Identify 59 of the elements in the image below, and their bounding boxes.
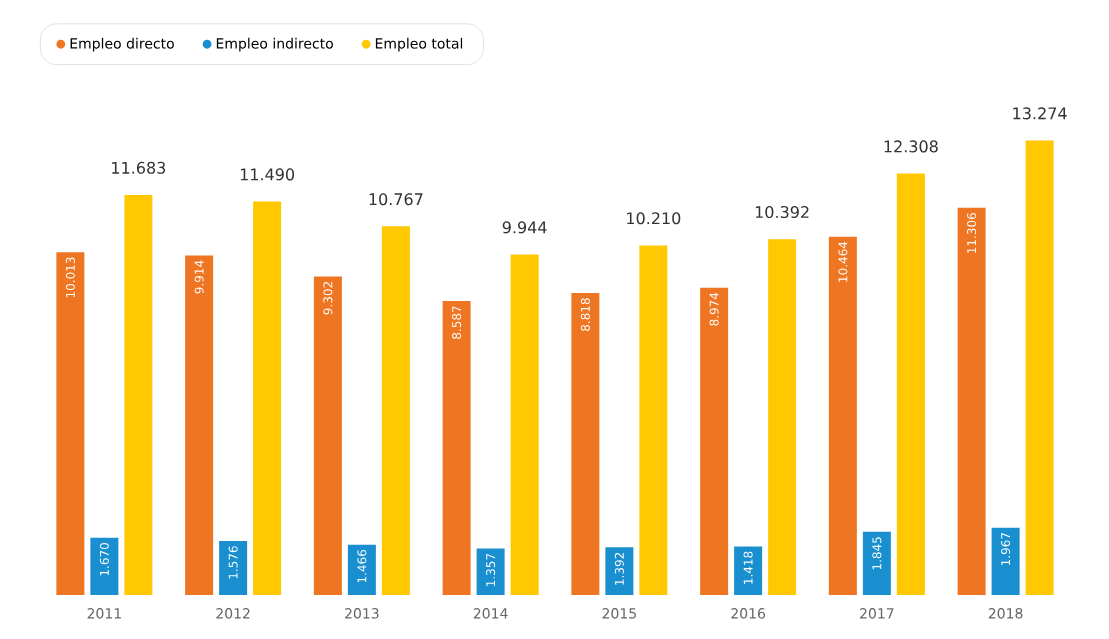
data-label: 8.818 bbox=[580, 298, 590, 331]
data-label: 1.967 bbox=[1001, 533, 1011, 566]
bar bbox=[862, 531, 891, 596]
data-label: 8.587 bbox=[452, 306, 462, 339]
data-label: 10.392 bbox=[755, 205, 809, 219]
data-label: 11.683 bbox=[112, 161, 166, 174]
x-tick-label: 2012 bbox=[216, 608, 250, 619]
data-label: 13.274 bbox=[1013, 107, 1067, 120]
bar bbox=[313, 276, 342, 596]
data-label: 1.357 bbox=[486, 553, 496, 586]
bar bbox=[56, 252, 85, 596]
data-label: 9.944 bbox=[502, 221, 547, 234]
bar bbox=[185, 255, 214, 596]
bar bbox=[510, 254, 539, 596]
bar bbox=[605, 547, 634, 596]
data-label: 10.767 bbox=[369, 193, 423, 206]
data-label: 1.845 bbox=[872, 537, 882, 570]
x-tick-label: 2011 bbox=[87, 608, 121, 619]
legend-label: Empleo total bbox=[375, 37, 463, 52]
bar bbox=[1025, 140, 1054, 596]
data-label: 1.576 bbox=[228, 546, 238, 579]
x-tick-label: 2013 bbox=[345, 608, 379, 619]
data-label: 10.464 bbox=[838, 241, 848, 282]
bar bbox=[219, 541, 248, 596]
bar bbox=[828, 236, 857, 596]
bar bbox=[442, 300, 471, 596]
bar bbox=[381, 226, 410, 596]
x-tick-label: 2017 bbox=[860, 608, 894, 619]
data-label: 10.210 bbox=[627, 212, 681, 225]
bar bbox=[124, 194, 153, 596]
bar bbox=[896, 173, 925, 596]
bar bbox=[734, 546, 763, 596]
bar bbox=[476, 548, 505, 596]
bar bbox=[347, 544, 376, 596]
data-label: 1.392 bbox=[614, 552, 624, 585]
data-label: 10.013 bbox=[65, 257, 75, 298]
data-label: 9.302 bbox=[323, 282, 333, 315]
bar bbox=[571, 293, 600, 596]
bar bbox=[700, 287, 729, 596]
x-tick-label: 2014 bbox=[473, 608, 508, 619]
data-label: 1.670 bbox=[99, 543, 109, 576]
x-tick-label: 2016 bbox=[731, 608, 766, 619]
x-tick-label: 2015 bbox=[602, 608, 636, 619]
bar bbox=[253, 201, 282, 596]
data-label: 1.466 bbox=[357, 549, 367, 583]
legend-label: Empleo directo bbox=[70, 37, 174, 52]
bar bbox=[991, 527, 1020, 596]
legend-label: Empleo indirecto bbox=[216, 37, 333, 52]
data-label: 8.974 bbox=[709, 292, 719, 326]
x-tick-label: 2018 bbox=[988, 608, 1023, 619]
data-label: 11.490 bbox=[240, 168, 295, 181]
data-label: 12.308 bbox=[884, 140, 938, 153]
bar bbox=[768, 239, 797, 596]
bar bbox=[639, 245, 668, 596]
data-label: 9.914 bbox=[194, 260, 204, 294]
bar bbox=[957, 207, 986, 596]
data-label: 11.306 bbox=[967, 212, 977, 253]
data-label: 1.418 bbox=[743, 551, 753, 584]
bar bbox=[90, 537, 119, 596]
